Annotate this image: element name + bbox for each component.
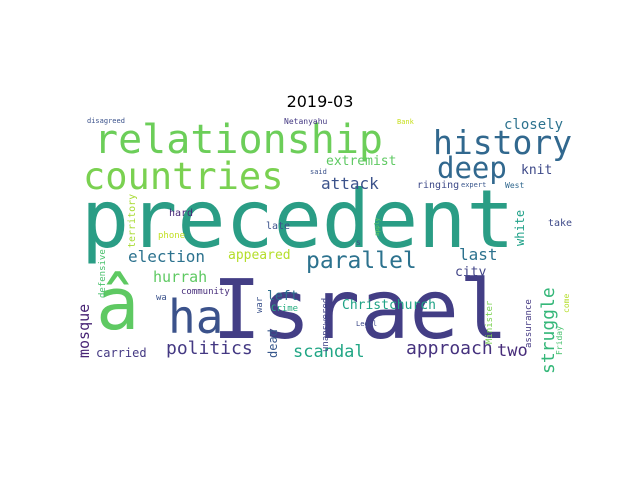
word-carried: carried xyxy=(96,346,147,360)
word-knit: knit xyxy=(521,163,553,178)
word-two: two xyxy=(497,341,528,361)
word-dead: dead xyxy=(266,329,280,358)
word-deep: deep xyxy=(437,151,507,185)
chart-title: 2019-03 xyxy=(286,92,354,111)
word-assurance: assurance xyxy=(524,299,534,348)
word-history: history xyxy=(433,123,573,162)
word-legal: Legal xyxy=(356,320,378,328)
word-countries: countries xyxy=(83,155,284,198)
word-politics: politics xyxy=(166,338,253,359)
word-israel: Israel xyxy=(212,263,509,358)
word-closely: closely xyxy=(504,117,564,133)
word-ha: ha xyxy=(168,290,224,344)
word-bank: Bank xyxy=(397,118,414,126)
word-scandal: scandal xyxy=(293,342,365,362)
word-territory: territory xyxy=(127,193,138,248)
word-unanswered: unanswered xyxy=(321,297,331,352)
word-relationship: relationship xyxy=(94,117,383,163)
word-election: election xyxy=(128,247,206,266)
word-expert: expert xyxy=(461,181,487,189)
word-last: last xyxy=(459,245,498,264)
word-appeared: appeared xyxy=(228,248,291,263)
word-said: said xyxy=(310,168,327,176)
word-take: take xyxy=(548,218,573,229)
word-white: white xyxy=(513,209,527,246)
word-late: late xyxy=(266,221,291,232)
word-parallel: parallel xyxy=(306,248,417,274)
word-cloud: precedent Israel relationship countries … xyxy=(75,117,640,375)
word-hard: hard xyxy=(169,208,194,219)
word-extremist: extremist xyxy=(326,154,397,169)
word-christchurch: Christchurch xyxy=(342,298,436,313)
word-precedent: precedent xyxy=(81,173,515,266)
word-attack: attack xyxy=(321,174,379,193)
word-mosque: mosque xyxy=(75,303,93,358)
word-s: s xyxy=(356,238,361,247)
word-wa: wa xyxy=(156,293,167,303)
word-netanyahu: Netanyahu xyxy=(284,117,328,126)
word-war: war xyxy=(255,296,265,313)
word-city: city xyxy=(455,265,487,280)
word-left: left xyxy=(267,289,299,304)
word-disagreed: disagreed xyxy=(87,117,125,125)
word-approach: approach xyxy=(406,338,493,359)
word-a-circumflex: â xyxy=(96,262,140,346)
word-phone: phone xyxy=(158,231,186,241)
word-apply: apply xyxy=(374,217,381,236)
word-minister: Minister xyxy=(485,300,495,344)
word-west: West xyxy=(505,181,525,190)
word-come: come xyxy=(562,293,571,313)
word-hurrah: hurrah xyxy=(153,268,208,286)
word-community: community xyxy=(181,287,230,297)
word-defensive: defensive xyxy=(98,249,108,298)
word-friday: Friday xyxy=(555,326,564,355)
word-ringing: ringing xyxy=(417,180,460,191)
word-crime: Crime xyxy=(271,304,299,314)
